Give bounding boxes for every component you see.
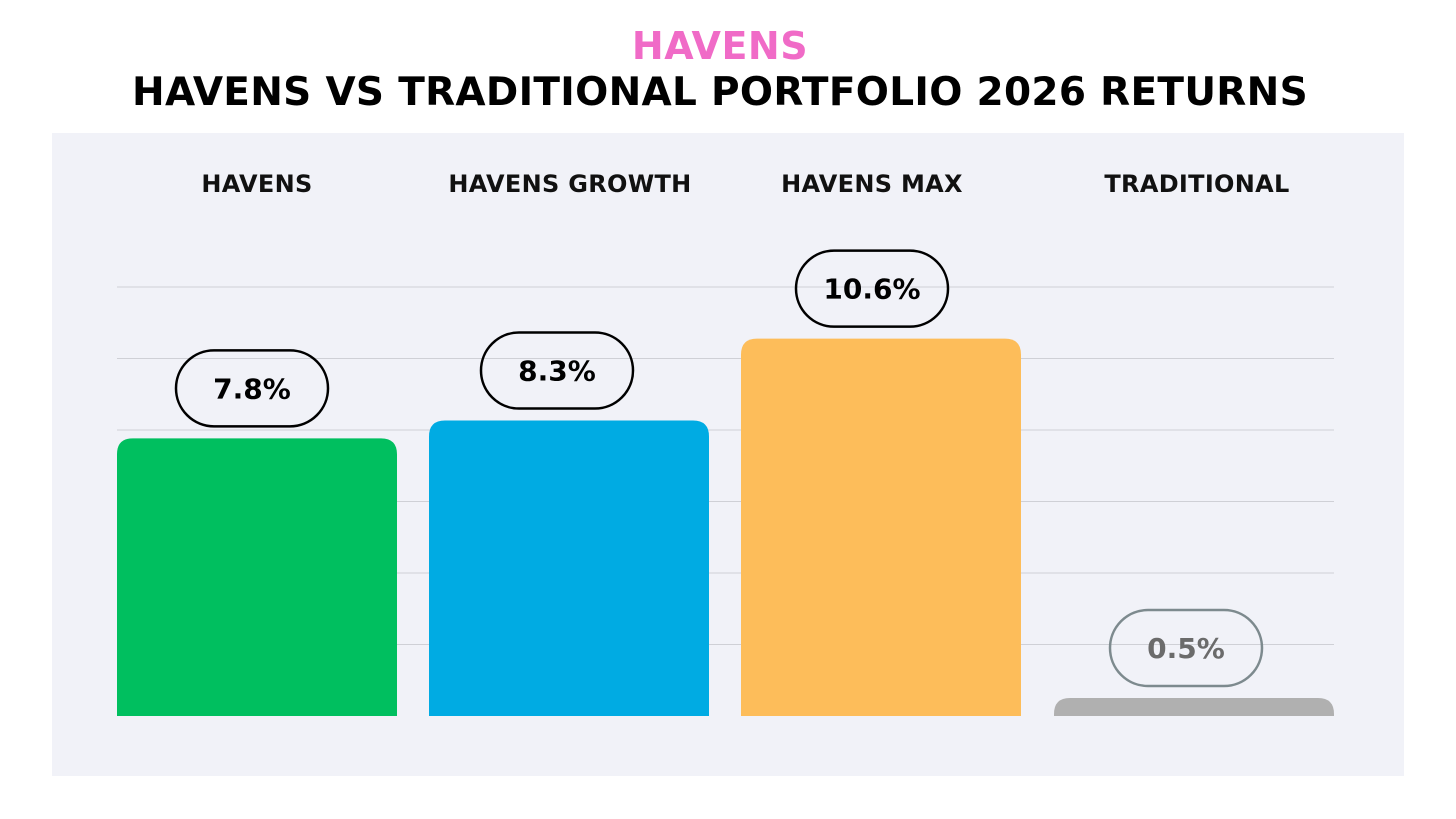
- value-label: 0.5%: [1147, 632, 1225, 665]
- brand-title: HAVENS: [631, 24, 809, 68]
- bar-havens-growth: [429, 420, 709, 716]
- category-label-havens: HAVENS: [201, 170, 313, 198]
- value-label: 8.3%: [518, 355, 596, 388]
- value-label-pill: [1108, 608, 1264, 688]
- bar-traditional: [1054, 698, 1334, 716]
- category-label-traditional: TRADITIONAL: [1104, 170, 1290, 198]
- value-label: 7.8%: [213, 372, 291, 405]
- value-label: 10.6%: [823, 273, 920, 306]
- value-label-pill: [794, 249, 950, 328]
- value-label-pill: [479, 331, 635, 410]
- value-label-pill: [174, 349, 330, 428]
- category-label-havens-max: HAVENS MAX: [781, 170, 963, 198]
- bar-havens: [117, 438, 397, 716]
- bar-havens-max: [741, 338, 1021, 716]
- category-label-havens-growth: HAVENS GROWTH: [448, 170, 692, 198]
- chart-title: HAVENS VS TRADITIONAL PORTFOLIO 2026 RET…: [132, 70, 1308, 115]
